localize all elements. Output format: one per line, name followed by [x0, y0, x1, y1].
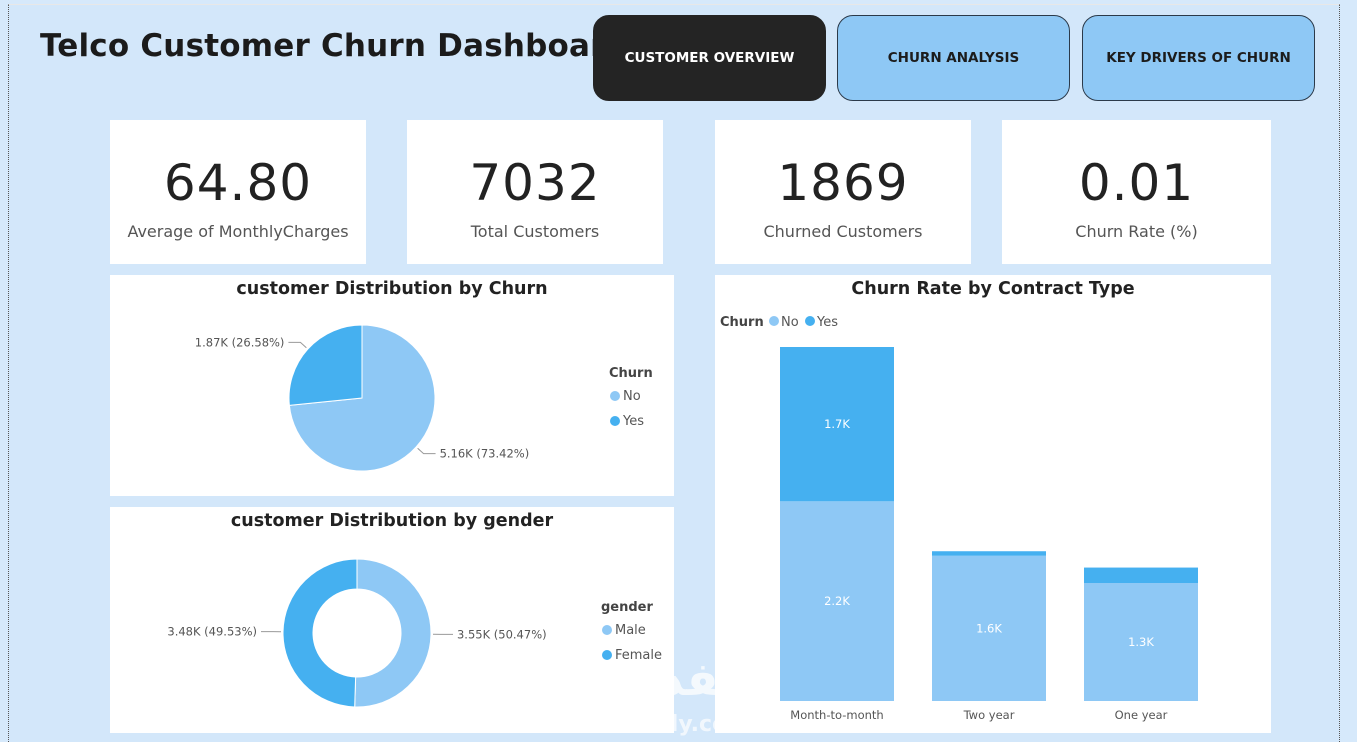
kpi-label: Churn Rate (%): [1002, 222, 1271, 241]
legend-marker-no: [610, 391, 620, 401]
tab-churn-analysis[interactable]: CHURN ANALYSIS: [837, 15, 1070, 101]
pie-slice-male: [355, 559, 431, 707]
bar-data-label: 2.2K: [824, 594, 850, 608]
bar-data-label: 1.6K: [976, 621, 1002, 635]
bar-yes: [1084, 568, 1198, 583]
legend-marker-no: [769, 316, 779, 326]
data-label: 5.16K (73.42%): [440, 447, 530, 461]
data-label: 3.55K (50.47%): [457, 627, 547, 641]
watermark-logo: نفذلي: [596, 652, 737, 706]
leader-line: [288, 342, 306, 347]
legend-title: Churn: [720, 315, 764, 330]
kpi-value: 7032: [407, 154, 663, 212]
gender-donut-panel: customer Distribution by gender 3.55K (5…: [110, 507, 674, 733]
kpi-label: Churned Customers: [715, 222, 971, 241]
legend-item-no: No: [623, 389, 641, 404]
bar-yes: [932, 551, 1046, 556]
churn-pie-panel: customer Distribution by Churn 5.16K (73…: [110, 275, 674, 496]
kpi-label: Total Customers: [407, 222, 663, 241]
kpi-card-avg-monthly-charges: 64.80 Average of MonthlyCharges: [110, 120, 366, 264]
kpi-value: 1869: [715, 154, 971, 212]
kpi-value: 0.01: [1002, 154, 1271, 212]
x-tick-label: Two year: [963, 708, 1015, 722]
data-label: 1.87K (26.58%): [195, 335, 285, 349]
kpi-card-churn-rate: 0.01 Churn Rate (%): [1002, 120, 1271, 264]
gender-donut-chart: 3.55K (50.47%)3.48K (49.53%)genderMaleFe…: [110, 507, 674, 733]
legend-item-yes: Yes: [622, 414, 644, 429]
bar-data-label: 1.7K: [824, 417, 850, 431]
pie-slice-female: [283, 559, 357, 707]
x-tick-label: One year: [1115, 708, 1168, 722]
bar-data-label: 1.3K: [1128, 635, 1154, 649]
pie-slice-yes: [289, 325, 362, 405]
legend-item-yes: Yes: [816, 315, 838, 330]
churn-pie-chart: 5.16K (73.42%) 1.87K (26.58%) Churn No Yes: [110, 275, 674, 496]
legend-title: gender: [601, 600, 654, 615]
page-title: Telco Customer Churn Dashboard: [40, 28, 628, 64]
legend-marker-male: [602, 625, 612, 635]
tab-customer-overview[interactable]: CUSTOMER OVERVIEW: [593, 15, 826, 101]
contract-stacked-bar-chart: Churn No Yes 2.2K 1.7K Month-to-month 1.6K Two …: [715, 275, 1271, 733]
tab-key-drivers-of-churn[interactable]: KEY DRIVERS OF CHURN: [1082, 15, 1315, 101]
data-label: 3.48K (49.53%): [167, 625, 257, 639]
leader-line: [418, 448, 436, 453]
kpi-card-total-customers: 7032 Total Customers: [407, 120, 663, 264]
legend-item-no: No: [781, 315, 799, 330]
legend-marker-yes: [805, 316, 815, 326]
legend-title: Churn: [609, 366, 653, 381]
legend-marker-yes: [610, 416, 620, 426]
legend-item-male: Male: [615, 623, 646, 638]
x-tick-label: Month-to-month: [790, 708, 883, 722]
kpi-value: 64.80: [110, 154, 366, 212]
kpi-card-churned-customers: 1869 Churned Customers: [715, 120, 971, 264]
kpi-label: Average of MonthlyCharges: [110, 222, 366, 241]
watermark-url: nafezly.com: [603, 712, 750, 737]
